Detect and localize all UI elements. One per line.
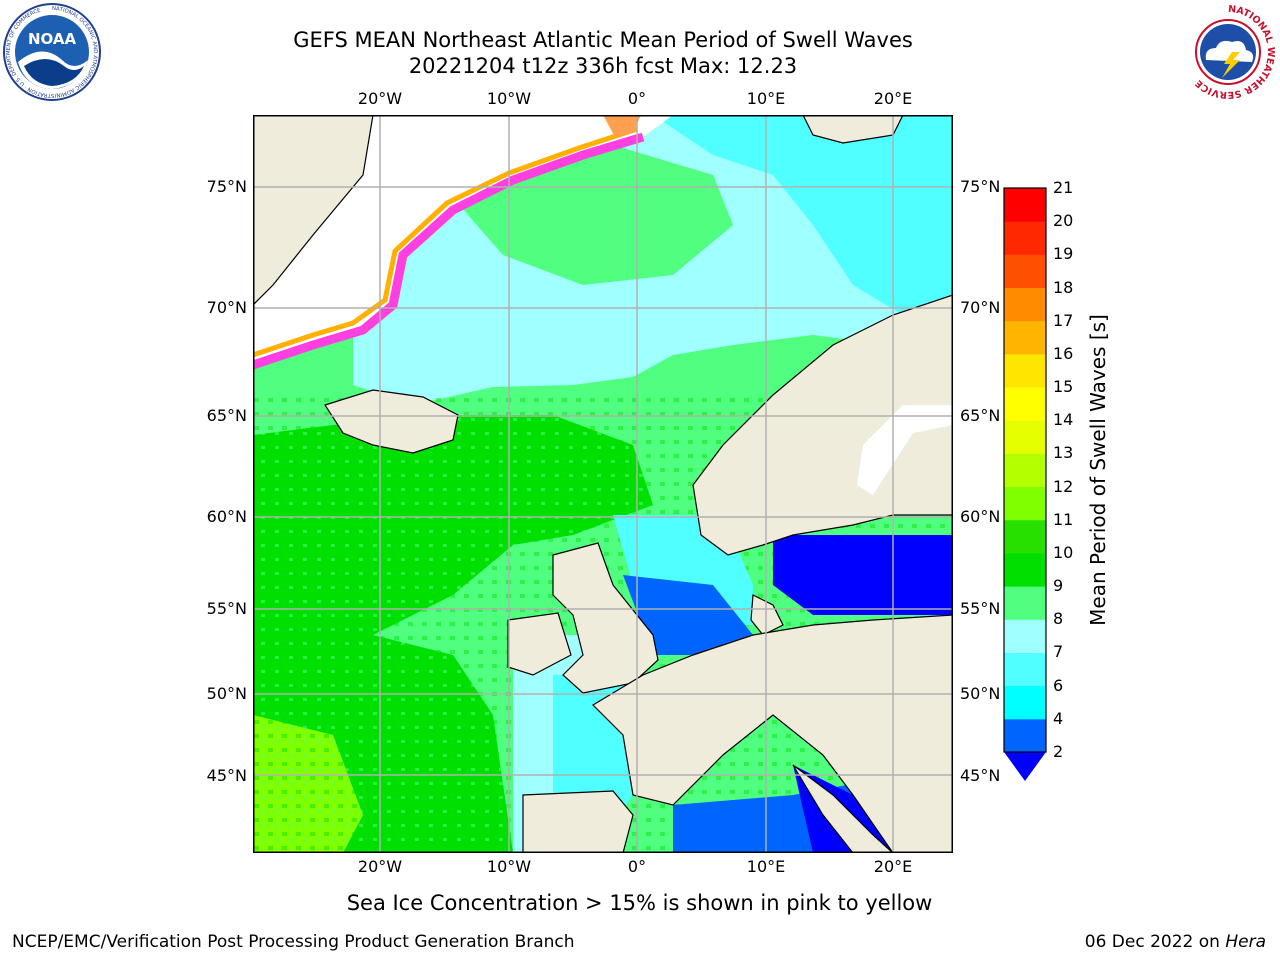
colorbar-tick-label: 6	[1053, 675, 1064, 695]
lat-tick-left-70n: 70°N	[206, 298, 247, 317]
colorbar-border	[1003, 187, 1047, 753]
lat-tick-left-45n: 45°N	[206, 766, 247, 785]
nws-logo: NATIONAL WEATHER SERVICE	[1180, 4, 1276, 100]
sea-ice-edge-pink	[253, 132, 645, 370]
lat-tick-left-75n: 75°N	[206, 177, 247, 196]
swell-period-map	[253, 115, 953, 853]
land-iberia	[522, 790, 634, 853]
colorbar-tick-label: 9	[1053, 576, 1064, 596]
sea-ice-edge-yellow	[253, 126, 638, 358]
footer-date-text: 06 Dec 2022 on	[1084, 932, 1226, 952]
lon-tick-bottom-10e: 10°E	[746, 857, 786, 876]
colorbar-segment	[1004, 453, 1046, 488]
gridlines	[253, 115, 953, 853]
colorbar-segment	[1004, 420, 1046, 454]
swell-zone-baltic	[773, 535, 953, 615]
colorbar-segment	[1004, 552, 1046, 587]
colorbar-segment	[1004, 619, 1046, 653]
colorbar-tick-label: 21	[1053, 178, 1074, 197]
land-iceland	[324, 389, 459, 454]
colorbar-segment	[1004, 486, 1046, 521]
colorbar-tick-label: 20	[1053, 211, 1074, 231]
lat-tick-left-65n: 65°N	[206, 406, 247, 425]
colorbar-segment	[1004, 221, 1046, 255]
swell-zone-northeast	[653, 115, 953, 315]
lon-tick-bottom-10w: 10°W	[486, 857, 532, 876]
land-great-britain	[552, 542, 659, 694]
colorbar-tick-label: 8	[1053, 609, 1064, 629]
lat-tick-left-60n: 60°N	[206, 507, 247, 526]
colorbar-tick-label: 19	[1053, 244, 1074, 264]
sea-ice-patch	[603, 115, 641, 137]
lat-tick-right-65n: 65°N	[960, 406, 1001, 425]
land-ireland	[507, 612, 572, 676]
lon-tick-top-10e: 10°E	[746, 89, 786, 108]
colorbar	[1003, 187, 1047, 781]
land-denmark	[750, 594, 784, 636]
lat-tick-right-55n: 55°N	[960, 599, 1001, 618]
map-border	[253, 115, 953, 853]
colorbar-tick-label: 14	[1053, 410, 1074, 430]
colorbar-tick-label: 15	[1053, 377, 1074, 397]
colorbar-segments	[1004, 188, 1046, 753]
lat-tick-right-75n: 75°N	[960, 177, 1001, 196]
footer-credit: NCEP/EMC/Verification Post Processing Pr…	[12, 932, 575, 952]
lon-tick-top-0: 0°	[627, 89, 647, 108]
land-greenland	[253, 115, 374, 306]
lon-tick-top-20e: 20°E	[873, 89, 913, 108]
lat-tick-right-50n: 50°N	[960, 684, 1001, 703]
noaa-logo: NOAA NATIONAL OCEANIC AND ATMOSPHERIC AD…	[3, 3, 101, 101]
colorbar-tick-label: 12	[1053, 476, 1074, 496]
no-data-gulf-of-bothnia	[857, 405, 953, 495]
colorbar-segment	[1004, 287, 1046, 322]
lon-tick-bottom-0: 0°	[627, 857, 647, 876]
colorbar-tick-label: 7	[1053, 642, 1064, 662]
colorbar-tick-label: 11	[1053, 509, 1074, 529]
colorbar-tick-label: 2	[1053, 742, 1064, 761]
sea-ice-note: Sea Ice Concentration > 15% is shown in …	[346, 891, 933, 915]
noaa-logo-text: NOAA	[28, 30, 77, 48]
lon-tick-bottom-20e: 20°E	[873, 857, 913, 876]
colorbar-segment	[1004, 652, 1046, 687]
lon-tick-bottom-20w: 20°W	[357, 857, 403, 876]
lat-tick-left-55n: 55°N	[206, 599, 247, 618]
colorbar-segment	[1004, 519, 1046, 554]
colorbar-title: Mean Period of Swell Waves [s]	[1086, 314, 1110, 626]
colorbar-tick-label: 13	[1053, 443, 1074, 463]
lat-tick-right-70n: 70°N	[960, 298, 1001, 317]
chart-title: GEFS MEAN Northeast Atlantic Mean Period…	[293, 28, 913, 52]
chart-subtitle: 20221204 t12z 336h fcst Max: 12.23	[408, 54, 798, 78]
land-svalbard	[802, 115, 904, 144]
colorbar-segment	[1004, 718, 1046, 753]
colorbar-segment	[1004, 353, 1046, 388]
lon-tick-top-10w: 10°W	[486, 89, 532, 108]
colorbar-segment	[1004, 685, 1046, 720]
colorbar-tick-label: 10	[1053, 542, 1074, 562]
land-continental-europe	[592, 614, 953, 853]
footer-machine: Hera	[1225, 932, 1266, 952]
colorbar-tick-label: 4	[1053, 708, 1064, 728]
colorbar-segment	[1004, 586, 1046, 620]
footer-date: 06 Dec 2022 on Hera	[1085, 932, 1266, 952]
lon-tick-top-20w: 20°W	[357, 89, 403, 108]
colorbar-segment	[1004, 188, 1046, 222]
colorbar-segment	[1004, 254, 1046, 289]
colorbar-segment	[1004, 387, 1046, 421]
swell-zone-north-sea-south	[623, 575, 753, 655]
colorbar-segment	[1004, 320, 1046, 355]
colorbar-tick-label: 17	[1053, 310, 1074, 330]
colorbar-under-triangle	[1004, 752, 1046, 781]
land-italy	[792, 764, 894, 853]
colorbar-tick-label: 18	[1053, 277, 1074, 297]
lat-tick-right-60n: 60°N	[960, 507, 1001, 526]
lat-tick-right-45n: 45°N	[960, 766, 1001, 785]
lat-tick-left-50n: 50°N	[206, 684, 247, 703]
colorbar-tick-label: 16	[1053, 343, 1074, 363]
